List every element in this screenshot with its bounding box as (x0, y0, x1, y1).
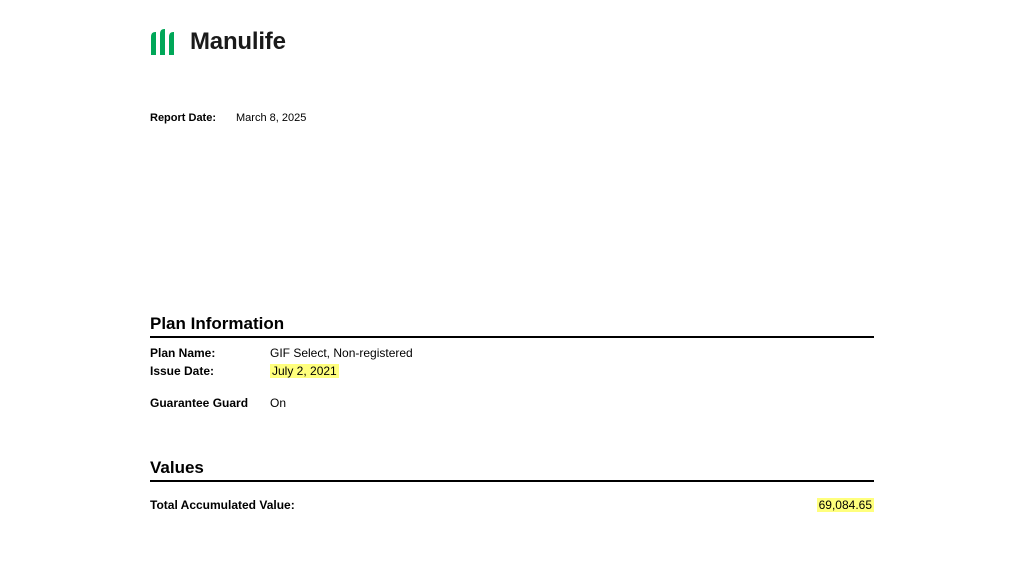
total-accumulated-row: Total Accumulated Value: 69,084.65 (150, 498, 874, 512)
values-section-title: Values (150, 458, 874, 478)
report-date-row: Report Date: March 8, 2025 (150, 112, 874, 124)
report-date-label: Report Date: (150, 112, 216, 124)
guarantee-guard-value: On (270, 396, 286, 410)
plan-name-label: Plan Name: (150, 346, 270, 360)
guarantee-guard-row: Guarantee Guard On (150, 396, 874, 410)
report-date-value: March 8, 2025 (236, 112, 306, 124)
brand-name: Manulife (190, 28, 286, 56)
guarantee-guard-label: Guarantee Guard (150, 396, 270, 410)
issue-date-value: July 2, 2021 (270, 364, 339, 378)
document-header: Manulife (150, 28, 874, 56)
plan-name-value: GIF Select, Non-registered (270, 346, 413, 360)
plan-name-row: Plan Name: GIF Select, Non-registered (150, 346, 874, 360)
issue-date-row: Issue Date: July 2, 2021 (150, 364, 874, 378)
section-divider (150, 480, 874, 482)
manulife-logo-icon (150, 29, 176, 55)
plan-information-section: Plan Information Plan Name: GIF Select, … (150, 314, 874, 410)
values-section: Values Total Accumulated Value: 69,084.6… (150, 458, 874, 512)
total-accumulated-highlight: 69,084.65 (817, 498, 874, 512)
issue-date-label: Issue Date: (150, 364, 270, 378)
plan-section-title: Plan Information (150, 314, 874, 334)
issue-date-highlight: July 2, 2021 (270, 364, 339, 378)
section-divider (150, 336, 874, 338)
total-accumulated-value: 69,084.65 (817, 498, 874, 512)
total-accumulated-label: Total Accumulated Value: (150, 498, 295, 512)
